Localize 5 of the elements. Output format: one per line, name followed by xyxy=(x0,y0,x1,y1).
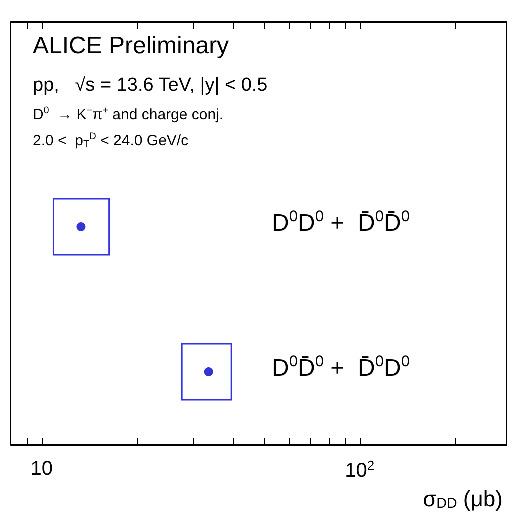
text: 2.0 < pTD < 24.0 GeV/c xyxy=(33,132,190,150)
text: pp, √s = 13.6 TeV, |y| < 0.5 xyxy=(33,75,268,96)
x-axis-title: σDD (μb) xyxy=(423,486,504,512)
chart-title: ALICE Preliminary xyxy=(33,32,230,60)
x-tick-label: 10 xyxy=(30,458,53,480)
